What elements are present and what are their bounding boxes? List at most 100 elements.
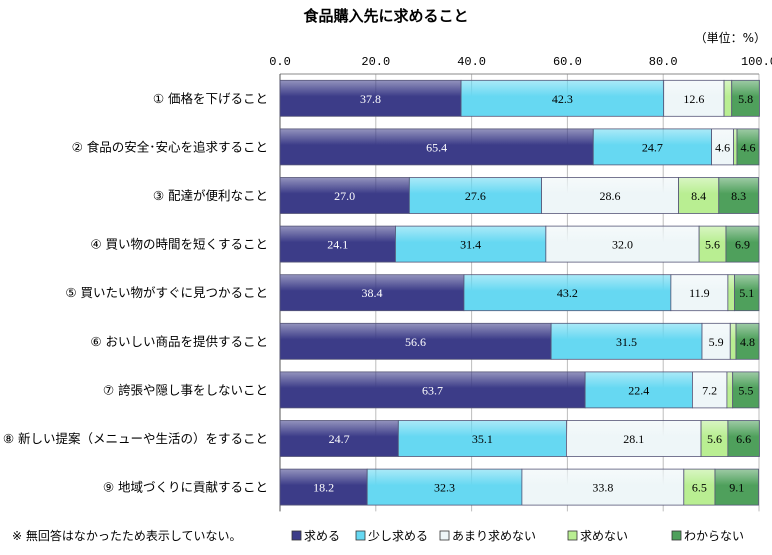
bar-segment — [279, 79, 462, 117]
x-tick-label: 40.0 — [457, 55, 486, 69]
data-label: 24.7 — [329, 432, 350, 446]
data-label: 28.1 — [623, 432, 644, 446]
category-label: ⑨ 地域づくりに貢献すること — [103, 480, 268, 495]
legend-swatch — [671, 530, 682, 541]
bar-segment — [732, 371, 760, 409]
data-label: 5.8 — [738, 92, 753, 106]
bar-segment — [718, 177, 759, 214]
data-label: 18.2 — [313, 481, 334, 495]
bar-segment — [279, 371, 586, 409]
x-tick-label: 80.0 — [649, 55, 678, 69]
data-label: 9.1 — [729, 481, 744, 495]
data-label: 6.5 — [692, 481, 707, 495]
bar-segment — [698, 225, 727, 263]
data-label: 5.5 — [738, 383, 753, 397]
bar-segment — [463, 274, 672, 312]
bar-segment — [731, 79, 760, 117]
bar-segment — [735, 322, 760, 360]
data-label: 33.8 — [592, 481, 613, 495]
legend-label: 少し求める — [368, 529, 428, 543]
data-label: 42.3 — [552, 92, 573, 106]
bar-segment — [541, 177, 679, 214]
data-label: 8.3 — [731, 189, 746, 203]
bar-segment — [736, 128, 760, 166]
bar-segment — [723, 79, 733, 117]
legend-swatch — [355, 530, 366, 541]
data-label: 37.8 — [360, 92, 381, 106]
bar-segment — [279, 225, 396, 263]
data-label: 27.0 — [334, 189, 355, 203]
data-label: 11.9 — [689, 286, 710, 300]
data-label: 4.6 — [715, 140, 730, 154]
legend-label: わからない — [684, 529, 744, 543]
bar-segment — [584, 371, 693, 409]
data-label: 8.4 — [691, 189, 706, 203]
bar-segment — [408, 177, 542, 214]
category-label: ① 価格を下げること — [153, 91, 268, 106]
bar-segment — [460, 79, 665, 117]
bar-segment — [366, 468, 523, 506]
data-label: 6.6 — [736, 432, 751, 446]
data-label: 5.6 — [707, 432, 722, 446]
legend-swatch — [567, 530, 578, 541]
bar-segment — [592, 128, 712, 166]
bar-segment — [545, 225, 700, 263]
category-label: ⑧ 新しい提案（メニューや生活の）をすること — [3, 431, 268, 446]
bar-segment — [678, 177, 720, 214]
chart-title: 食品購入先に求めること — [303, 7, 468, 25]
bar-segment — [692, 371, 728, 409]
data-label: 32.3 — [434, 481, 455, 495]
bar-segment — [279, 322, 552, 360]
category-label: ② 食品の安全･安心を追求すること — [72, 139, 268, 154]
legend-swatch — [291, 530, 302, 541]
bar-segment — [683, 468, 716, 506]
legend-swatch — [439, 530, 450, 541]
data-label: 5.9 — [709, 335, 724, 349]
bar-segment — [279, 468, 368, 506]
category-label: ④ 買い物の時間を短くすること — [90, 237, 268, 252]
data-label: 22.4 — [628, 383, 649, 397]
bar-segment — [729, 322, 737, 360]
data-label: 24.1 — [327, 238, 348, 252]
data-label: 56.6 — [405, 335, 426, 349]
bar-segment — [279, 177, 410, 214]
data-label: 5.1 — [739, 286, 754, 300]
bar-segment — [700, 420, 729, 457]
data-label: 65.4 — [426, 140, 447, 154]
x-tick-label: 100.0 — [741, 55, 772, 69]
bar-segment — [727, 420, 760, 457]
data-label: 4.8 — [740, 335, 755, 349]
data-label: 35.1 — [472, 432, 493, 446]
bar-segment — [733, 128, 738, 166]
bar-segment — [397, 420, 567, 457]
legend-label: 求める — [304, 529, 340, 543]
x-tick-label: 20.0 — [361, 55, 390, 69]
x-tick-label: 60.0 — [553, 55, 582, 69]
category-label: ⑤ 買いたい物がすぐに見つかること — [65, 285, 268, 300]
bar-segment — [726, 371, 734, 409]
data-label: 12.6 — [683, 92, 704, 106]
category-label: ⑦ 誇張や隠し事をしないこと — [103, 382, 268, 397]
bar-segment — [727, 274, 735, 312]
bar-segment — [279, 420, 399, 457]
legend-label: 求めない — [580, 529, 628, 543]
bar-segment — [725, 225, 760, 263]
category-label: ③ 配達が便利なこと — [153, 188, 268, 203]
data-label: 4.6 — [740, 140, 755, 154]
data-label: 38.4 — [361, 286, 382, 300]
bar-segment — [701, 322, 731, 360]
footnote: ※ 無回答はなかったため表示していない。 — [12, 528, 242, 543]
bar-segment — [279, 274, 465, 312]
bar-segment — [395, 225, 547, 263]
data-label: 7.2 — [702, 383, 717, 397]
data-label: 6.9 — [735, 238, 750, 252]
data-label: 5.6 — [705, 238, 720, 252]
data-label: 32.0 — [612, 238, 633, 252]
data-label: 31.5 — [616, 335, 637, 349]
bar-segment — [734, 274, 760, 312]
data-label: 43.2 — [557, 286, 578, 300]
x-tick-label: 0.0 — [269, 55, 291, 69]
category-label: ⑥ おいしい商品を提供すること — [90, 334, 268, 349]
data-label: 31.4 — [460, 238, 481, 252]
